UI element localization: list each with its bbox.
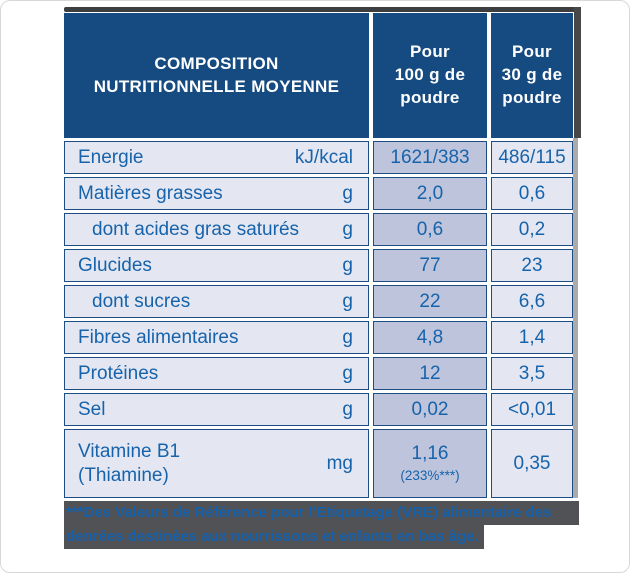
row-matieres-grasses-per30: 0,6 [491, 177, 573, 210]
row-label: Glucides [78, 254, 152, 276]
row-label: Protéines [78, 362, 159, 384]
row-label: Sel [78, 398, 106, 420]
row-acides-gras-satures-per30: 0,2 [491, 213, 573, 246]
row-glucides-label-cell: Glucides g [64, 249, 369, 282]
row-dont-sucres-per30: 6,6 [491, 285, 573, 318]
row-energie-label-cell: Energie kJ/kcal [64, 141, 369, 174]
footnote-line2: denrées destinées aux nourrissons et enf… [64, 525, 484, 549]
row-label: Fibres alimentaires [78, 326, 239, 348]
row-glucides-per100: 77 [373, 249, 487, 282]
grey-marker-stroke-top [64, 7, 581, 12]
row-fibres-per100: 4,8 [373, 321, 487, 354]
row-sel-label-cell: Sel g [64, 393, 369, 426]
row-unit: g [342, 254, 353, 276]
vitamine-b1-per100-note: (233%***) [400, 468, 460, 484]
row-dont-sucres-per100: 22 [373, 285, 487, 318]
row-fibres-label-cell: Fibres alimentaires g [64, 321, 369, 354]
grey-marker-stroke-right-header [574, 7, 581, 138]
row-label: Energie [78, 146, 144, 168]
row-sel-per30: <0,01 [491, 393, 573, 426]
row-unit: g [342, 398, 353, 420]
row-sel-per100: 0,02 [373, 393, 487, 426]
row-label: dont sucres [92, 290, 191, 312]
row-label: dont acides gras saturés [92, 218, 300, 240]
row-vitamine-b1-per30: 0,35 [491, 429, 573, 498]
row-unit: kJ/kcal [294, 146, 353, 168]
row-unit: mg [326, 452, 353, 474]
header-per-100g: Pour 100 g de poudre [373, 13, 487, 138]
row-unit: g [342, 362, 353, 384]
vitamine-b1-per100-stack: 1,16 (233%***) [400, 443, 459, 483]
row-acides-gras-satures-label-cell: dont acides gras saturés g [64, 213, 369, 246]
row-label: Matières grasses [78, 182, 223, 204]
vitamine-b1-per100-value: 1,16 [411, 443, 449, 465]
row-dont-sucres-label-cell: dont sucres g [64, 285, 369, 318]
row-matieres-grasses-per100: 2,0 [373, 177, 487, 210]
row-acides-gras-satures-per100: 0,6 [373, 213, 487, 246]
row-matieres-grasses-label-cell: Matières grasses g [64, 177, 369, 210]
row-vitamine-b1-label-cell: Vitamine B1 (Thiamine) mg [64, 429, 369, 498]
row-vitamine-b1-per100: 1,16 (233%***) [373, 429, 487, 498]
row-proteines-per100: 12 [373, 357, 487, 390]
row-energie-per100: 1621/383 [373, 141, 487, 174]
row-unit: g [342, 326, 353, 348]
row-energie-per30: 486/115 [491, 141, 573, 174]
header-per-30g: Pour 30 g de poudre [491, 13, 573, 138]
row-unit: g [342, 290, 353, 312]
row-proteines-per30: 3,5 [491, 357, 573, 390]
footnote-line1: ***Des Valeurs de Référence pour l'Etiqu… [64, 501, 579, 525]
nutrition-table: COMPOSITION NUTRITIONNELLE MOYENNE Pour … [64, 13, 573, 498]
row-unit: g [342, 182, 353, 204]
grey-marker-stroke-right-body [573, 138, 578, 498]
row-fibres-per30: 1,4 [491, 321, 573, 354]
row-label: Vitamine B1 (Thiamine) [78, 440, 181, 486]
header-composition: COMPOSITION NUTRITIONNELLE MOYENNE [64, 13, 369, 138]
row-glucides-per30: 23 [491, 249, 573, 282]
footnote: ***Des Valeurs de Référence pour l'Etiqu… [64, 501, 579, 549]
row-unit: g [342, 218, 353, 240]
row-proteines-label-cell: Protéines g [64, 357, 369, 390]
